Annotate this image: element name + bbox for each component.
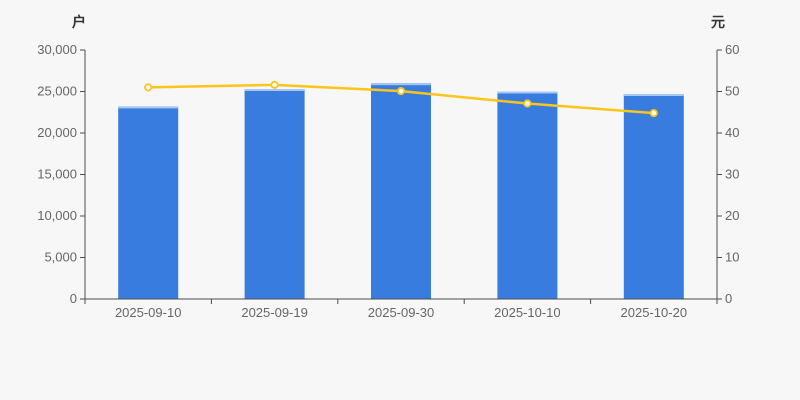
right-axis-tick-label: 50: [725, 84, 739, 99]
line-marker-2025-09-19: [270, 80, 279, 89]
x-axis-category-label: 2025-10-10: [494, 305, 561, 320]
x-axis-category-label: 2025-09-19: [241, 305, 308, 320]
left-axis-tick-label: 30,000: [37, 42, 77, 57]
x-axis-category-label: 2025-09-10: [115, 305, 182, 320]
bar-cap-2025-09-19: [244, 89, 305, 92]
bar-2025-09-30: [371, 83, 431, 299]
right-axis-tick-label: 10: [725, 250, 739, 265]
bar-cap-2025-10-10: [497, 91, 558, 94]
bar-2025-10-20: [623, 93, 684, 300]
x-axis-category-label: 2025-09-30: [368, 305, 435, 320]
left-axis-tick-label: 25,000: [37, 84, 77, 99]
right-axis-tick-label: 0: [725, 291, 732, 306]
left-axis-tick-label: 0: [70, 291, 77, 306]
left-axis-tick-label: 15,000: [37, 167, 77, 182]
left-axis-tick-label: 20,000: [37, 125, 77, 140]
bar-2025-10-10: [497, 91, 558, 299]
right-axis-tick-label: 20: [725, 208, 739, 223]
bar-2025-09-10: [118, 106, 179, 299]
bar-cap-2025-09-30: [371, 83, 431, 86]
line-marker-2025-09-30: [396, 86, 406, 96]
left-axis-tick-label: 5,000: [44, 250, 77, 265]
x-axis-category-label: 2025-10-20: [621, 305, 688, 320]
left-axis-tick-label: 10,000: [37, 208, 77, 223]
left-axis-name: 户: [72, 14, 86, 30]
right-axis-name: 元: [711, 14, 725, 30]
line-marker-2025-10-10: [523, 99, 532, 108]
bar-cap-2025-10-20: [623, 93, 684, 96]
right-axis-tick-label: 60: [725, 42, 739, 57]
right-axis-tick-label: 40: [725, 125, 739, 140]
bar-cap-2025-09-10: [118, 106, 179, 109]
right-axis-tick-label: 30: [725, 167, 739, 182]
line-marker-2025-09-10: [144, 83, 153, 92]
bar-2025-09-19: [244, 89, 305, 299]
line-marker-2025-10-20: [649, 108, 658, 118]
